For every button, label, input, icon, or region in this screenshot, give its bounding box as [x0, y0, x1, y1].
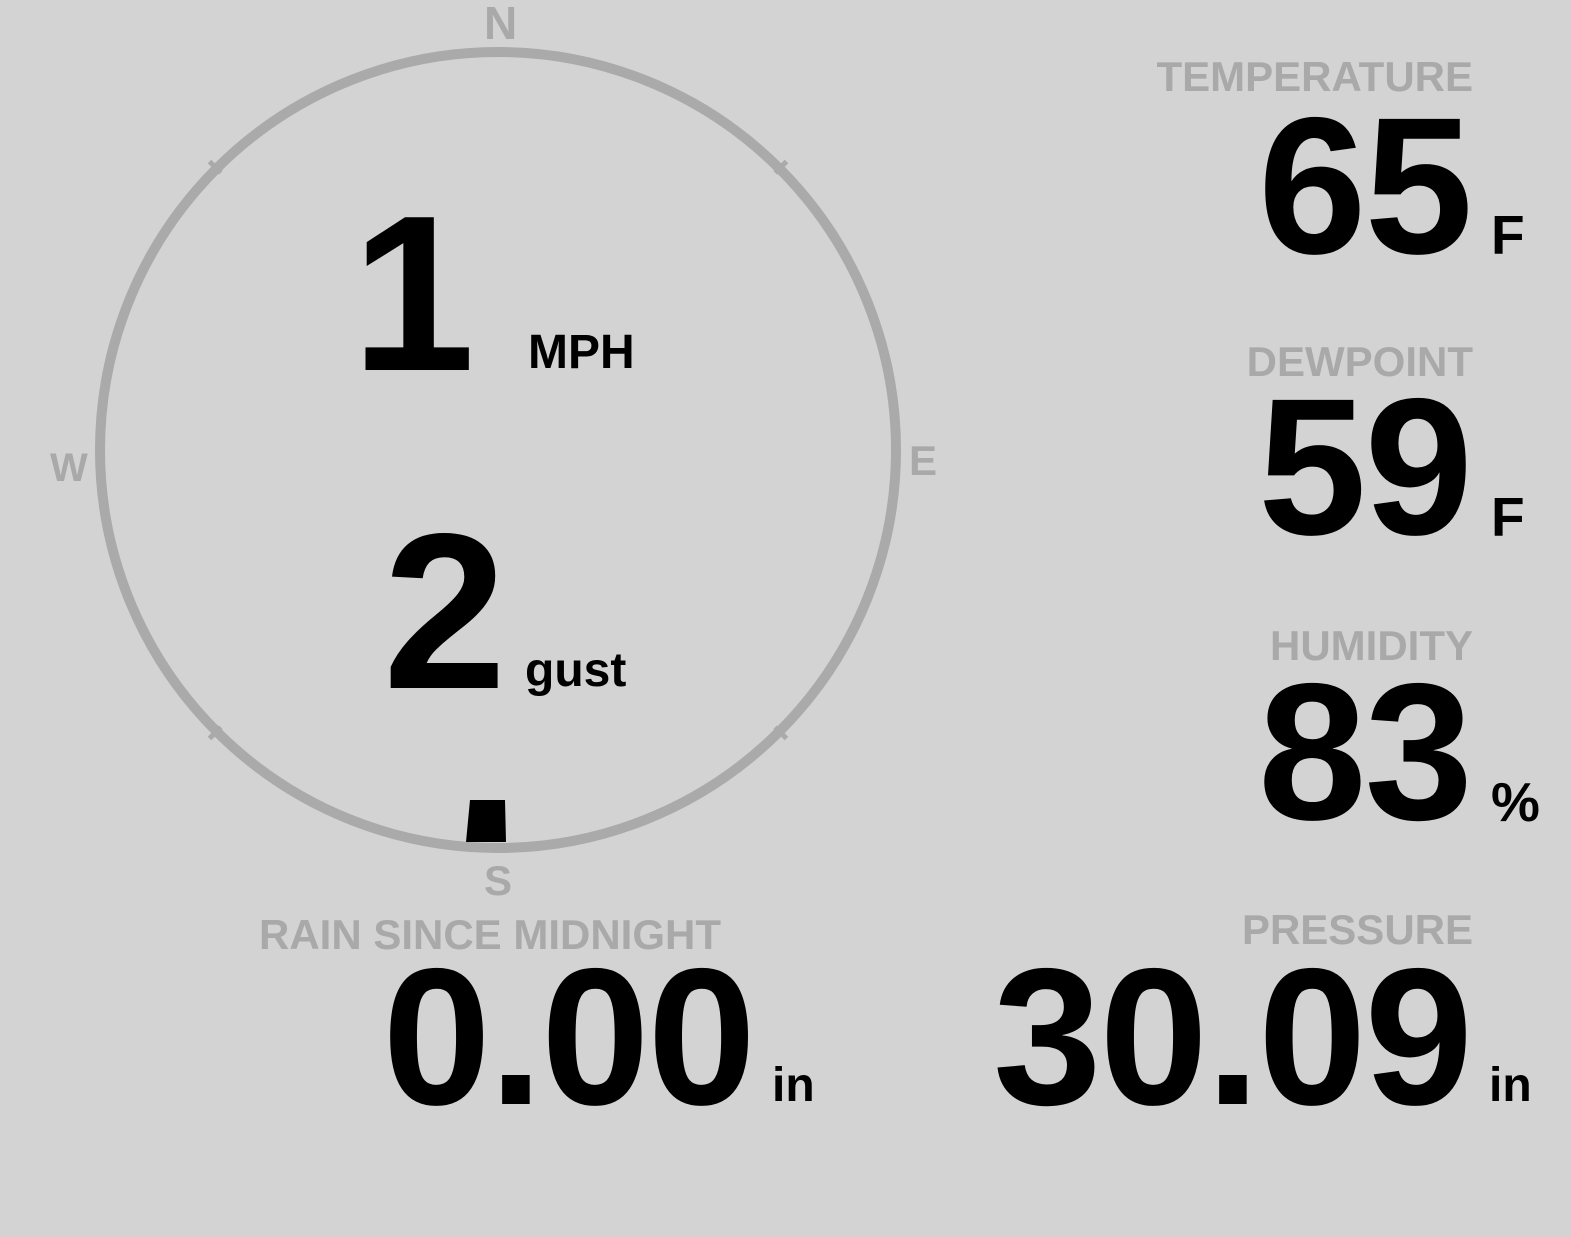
- compass-west-label: W: [50, 446, 88, 490]
- compass-tick: [207, 725, 223, 741]
- wind-speed-value: 1: [351, 170, 475, 418]
- temperature-value: 65: [1258, 77, 1473, 295]
- humidity-unit: %: [1491, 771, 1540, 833]
- temperature-unit: F: [1491, 204, 1525, 266]
- compass-east-label: E: [909, 437, 938, 484]
- rain-label: RAIN SINCE MIDNIGHT: [259, 911, 721, 958]
- compass-south-label: S: [484, 857, 513, 904]
- compass-tick: [773, 159, 789, 175]
- dewpoint-unit: F: [1491, 486, 1525, 548]
- rain-unit: in: [772, 1059, 815, 1112]
- dewpoint-value: 59: [1258, 358, 1473, 576]
- wind-direction-indicator: [466, 800, 506, 842]
- dewpoint-label: DEWPOINT: [1246, 338, 1473, 385]
- pressure-value: 30.09: [993, 928, 1473, 1146]
- humidity-label: HUMIDITY: [1270, 622, 1473, 669]
- wind-gust-value: 2: [383, 488, 506, 736]
- pressure-label: PRESSURE: [1241, 906, 1473, 953]
- humidity-value: 83: [1258, 643, 1473, 861]
- rain-value: 0.00: [382, 928, 756, 1146]
- compass-north-label: N: [484, 0, 518, 49]
- compass-tick: [773, 725, 789, 741]
- compass-tick: [207, 159, 223, 175]
- temperature-label: TEMPERATURE: [1156, 53, 1473, 100]
- wind-speed-unit: MPH: [528, 326, 635, 379]
- pressure-unit: in: [1489, 1059, 1532, 1112]
- compass-ring: [95, 47, 901, 853]
- wind-gust-unit: gust: [525, 644, 627, 697]
